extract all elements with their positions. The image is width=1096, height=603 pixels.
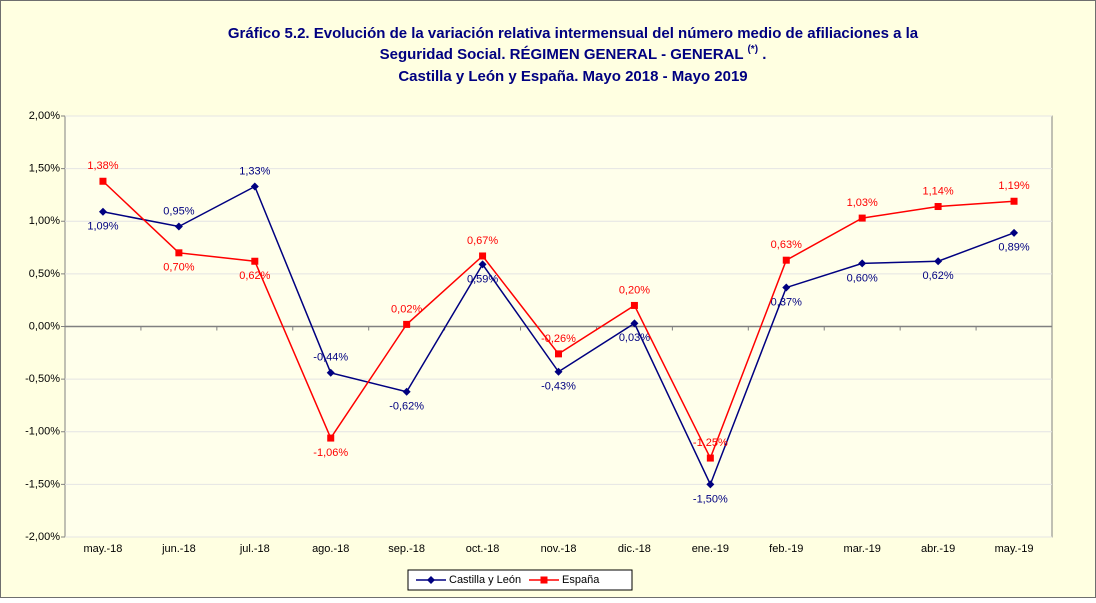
x-tick-label: oct.-18 [466,543,500,555]
marker [1010,197,1018,205]
x-tick-label: may.-19 [995,543,1034,555]
y-tick-label: -1,00% [25,426,60,438]
title-end: . [762,46,766,63]
marker [706,480,715,489]
x-tick-label: sep.-18 [388,543,425,555]
data-label: 0,37% [771,296,802,308]
marker [782,283,791,292]
data-label: 1,19% [998,180,1029,192]
y-tick-label: -1,50% [25,478,60,490]
x-tick-label: abr.-19 [921,543,955,555]
x-tick-label: nov.-18 [541,543,577,555]
y-tick-label: -2,00% [25,531,60,543]
legend [407,569,633,591]
data-label: 1,33% [239,165,270,177]
data-label: 0,95% [163,205,194,217]
data-label: -1,50% [693,493,728,505]
marker [99,177,107,185]
marker [250,182,259,191]
marker [706,454,714,462]
marker [327,434,335,442]
x-tick-label: ene.-19 [692,543,729,555]
data-label: 1,03% [847,197,878,209]
x-tick-label: mar.-19 [844,543,881,555]
marker [427,576,435,584]
data-label: 0,20% [619,284,650,296]
y-tick-label: 2,00% [29,110,60,122]
x-tick-label: may.-18 [84,543,123,555]
y-tick-label: 1,50% [29,163,60,175]
data-label: 1,09% [87,221,118,233]
data-label: 0,02% [391,303,422,315]
marker [251,257,259,265]
data-label: -0,43% [541,381,576,393]
chart-title: Castilla y León y España. Mayo 2018 - Ma… [398,68,747,85]
y-tick-label: 0,50% [29,268,60,280]
data-label: -0,26% [541,333,576,345]
data-label: 0,62% [923,270,954,282]
data-label: 0,59% [467,273,498,285]
data-label: -1,25% [693,437,728,449]
data-label: 0,67% [467,235,498,247]
marker [934,257,943,266]
marker [403,320,411,328]
marker [858,214,866,222]
data-label: 0,03% [619,332,650,344]
x-tick-label: ago.-18 [312,543,349,555]
legend-label: Castilla y León [449,574,521,586]
marker [540,576,548,584]
marker [98,207,107,216]
x-tick-label: dic.-18 [618,543,651,555]
marker [554,367,563,376]
data-label: 0,63% [771,239,802,251]
data-label: 0,62% [239,270,270,282]
marker [555,350,562,358]
data-label: 1,38% [87,160,118,172]
x-tick-label: jun.-18 [161,543,196,555]
marker [782,256,790,264]
marker [478,260,487,269]
marker [1010,228,1019,237]
data-label: 1,14% [923,185,954,197]
legend-label: España [562,574,600,586]
marker [402,387,411,396]
title-line: Seguridad Social. RÉGIMEN GENERAL - GENE… [380,46,744,63]
marker [630,319,639,328]
marker [630,301,638,309]
x-tick-label: jul.-18 [239,543,270,555]
marker [326,368,335,377]
marker [174,222,183,231]
marker [175,249,183,257]
data-label: -0,62% [389,401,424,413]
data-label: -0,44% [313,352,348,364]
y-tick-label: 0,00% [29,320,60,332]
chart-title: Seguridad Social. RÉGIMEN GENERAL - GENE… [380,40,767,63]
title-superscript: (*) [747,44,758,55]
chart-title: Gráfico 5.2. Evolución de la variación r… [228,25,919,42]
marker [858,259,867,268]
x-tick-label: feb.-19 [769,543,803,555]
data-label: 0,89% [998,242,1029,254]
data-label: -1,06% [313,447,348,459]
data-label: 0,70% [163,262,194,274]
marker [479,252,487,260]
y-tick-label: 1,00% [29,215,60,227]
data-label: 0,60% [847,272,878,284]
marker [934,203,942,211]
y-tick-label: -0,50% [25,373,60,385]
